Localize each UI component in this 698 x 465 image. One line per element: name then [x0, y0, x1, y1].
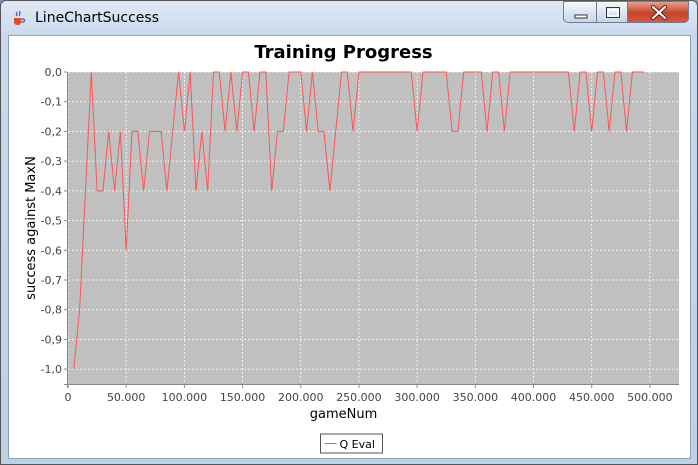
- y-tick-label: 0,0: [45, 66, 63, 79]
- x-tick-label: 350.000: [453, 391, 499, 404]
- y-tick-label: -0,6: [41, 244, 62, 257]
- chart-title: Training Progress: [254, 42, 432, 63]
- y-tick-label: -0,4: [41, 185, 62, 198]
- x-axis-label: gameNum: [310, 407, 378, 422]
- x-tick-label: 300.000: [394, 391, 440, 404]
- x-tick-label: 100.000: [162, 391, 208, 404]
- legend-label: Q Eval: [340, 438, 375, 451]
- x-tick-label: 50.000: [107, 391, 146, 404]
- x-tick-label: 0: [65, 391, 72, 404]
- plot-area: [68, 72, 679, 384]
- series-line-q-eval: [73, 71, 645, 370]
- maximize-button[interactable]: [596, 1, 628, 23]
- x-tick-label: 400.000: [511, 391, 557, 404]
- x-tick-label: 150.000: [220, 391, 266, 404]
- legend-box: [320, 433, 383, 454]
- x-tick-label: 500.000: [627, 391, 673, 404]
- x-tick-label: 450.000: [569, 391, 615, 404]
- java-cup-icon: [14, 10, 26, 25]
- window-title: LineChartSuccess: [35, 10, 160, 26]
- y-tick-label: -0,7: [41, 274, 62, 287]
- chart-panel: Training Progress 0,0 -0,1 -0,2 -0,3 -0,4 -0,5…: [8, 35, 691, 459]
- y-tick-label: -0,9: [41, 333, 62, 346]
- x-tick-label: 200.000: [278, 391, 324, 404]
- close-button[interactable]: [627, 1, 689, 23]
- y-tick-label: -0,3: [41, 155, 62, 168]
- x-tick-label: 250.000: [336, 391, 382, 404]
- y-tick-label: -0,2: [41, 125, 62, 138]
- y-tick-label: -0,5: [41, 215, 62, 228]
- y-tick-label: -0,8: [41, 304, 62, 317]
- y-tick-label: -0,1: [41, 96, 62, 109]
- y-axis-label: success against MaxN: [24, 156, 39, 300]
- close-icon: [651, 5, 667, 20]
- y-tick-label: -1,0: [41, 363, 62, 376]
- title-bar[interactable]: LineChartSuccess: [1, 1, 697, 35]
- maximize-icon: [606, 7, 620, 18]
- line-chart: Training Progress 0,0 -0,1 -0,2 -0,3 -0,4 -0,5…: [24, 42, 679, 454]
- minimize-button[interactable]: [563, 1, 597, 23]
- minimize-icon: [574, 14, 588, 19]
